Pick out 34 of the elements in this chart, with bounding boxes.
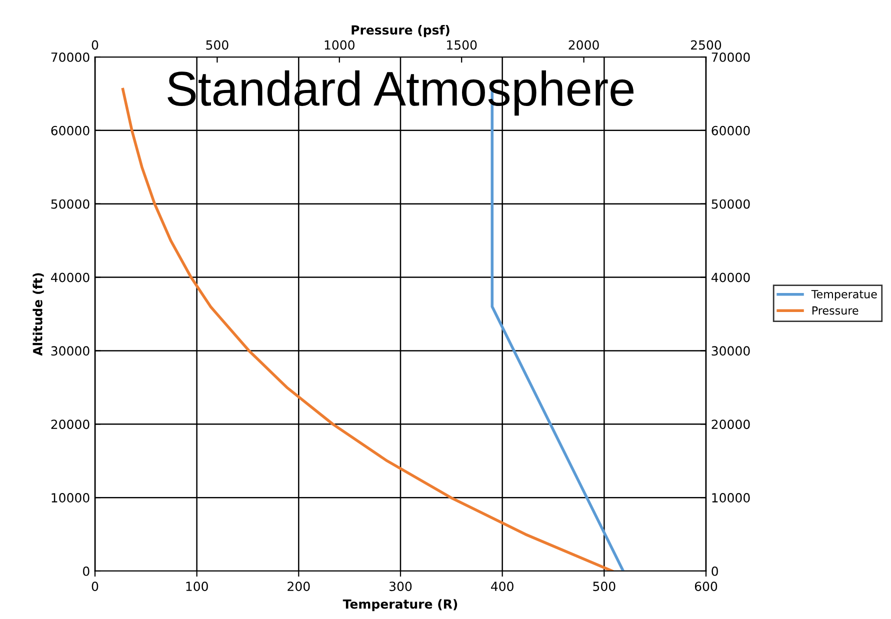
y2-tick-label: 70000: [712, 52, 750, 62]
y2-tick-label: 60000: [712, 126, 750, 136]
legend-label: Pressure: [812, 306, 858, 315]
x-tick-label: 400: [491, 582, 514, 592]
x2-tick-label: 2000: [568, 40, 599, 50]
x-tick-label: 300: [390, 582, 412, 592]
x2-tick-label: 1000: [324, 40, 354, 50]
x2-tick-label: 0: [92, 40, 98, 50]
x2-axis-title: Pressure (psf): [352, 24, 450, 38]
y2-tick-label: 30000: [712, 346, 750, 356]
y2-tick-label: 0: [712, 566, 718, 576]
x-tick-label: 200: [288, 582, 310, 592]
y2-tick-label: 40000: [711, 272, 750, 282]
y2-tick-label: 10000: [712, 493, 750, 502]
x-tick-label: 0: [92, 582, 98, 592]
y-tick-label: 0: [83, 566, 90, 576]
y-tick-label: 20000: [51, 420, 90, 430]
x-axis-title: Temperature (R): [342, 599, 458, 612]
x-tick-label: 100: [186, 582, 208, 592]
y2-tick-label: 50000: [712, 199, 750, 209]
y-tick-label: 10000: [52, 493, 90, 502]
x2-tick-label: 2500: [691, 40, 722, 50]
y-tick-label: 50000: [51, 199, 90, 209]
y-axis-title: Altitude (ft): [32, 273, 44, 356]
x-tick-label: 600: [694, 582, 718, 592]
y-tick-label: 60000: [51, 126, 90, 136]
x2-tick-label: 500: [206, 40, 228, 50]
x2-tick-label: 1500: [447, 40, 477, 50]
y-tick-label: 40000: [50, 272, 90, 282]
legend-label: Temperatue: [811, 290, 877, 301]
x-tick-label: 500: [593, 582, 616, 592]
y-tick-label: 70000: [51, 52, 90, 62]
y2-tick-label: 20000: [712, 420, 750, 430]
y-tick-label: 30000: [51, 346, 90, 356]
